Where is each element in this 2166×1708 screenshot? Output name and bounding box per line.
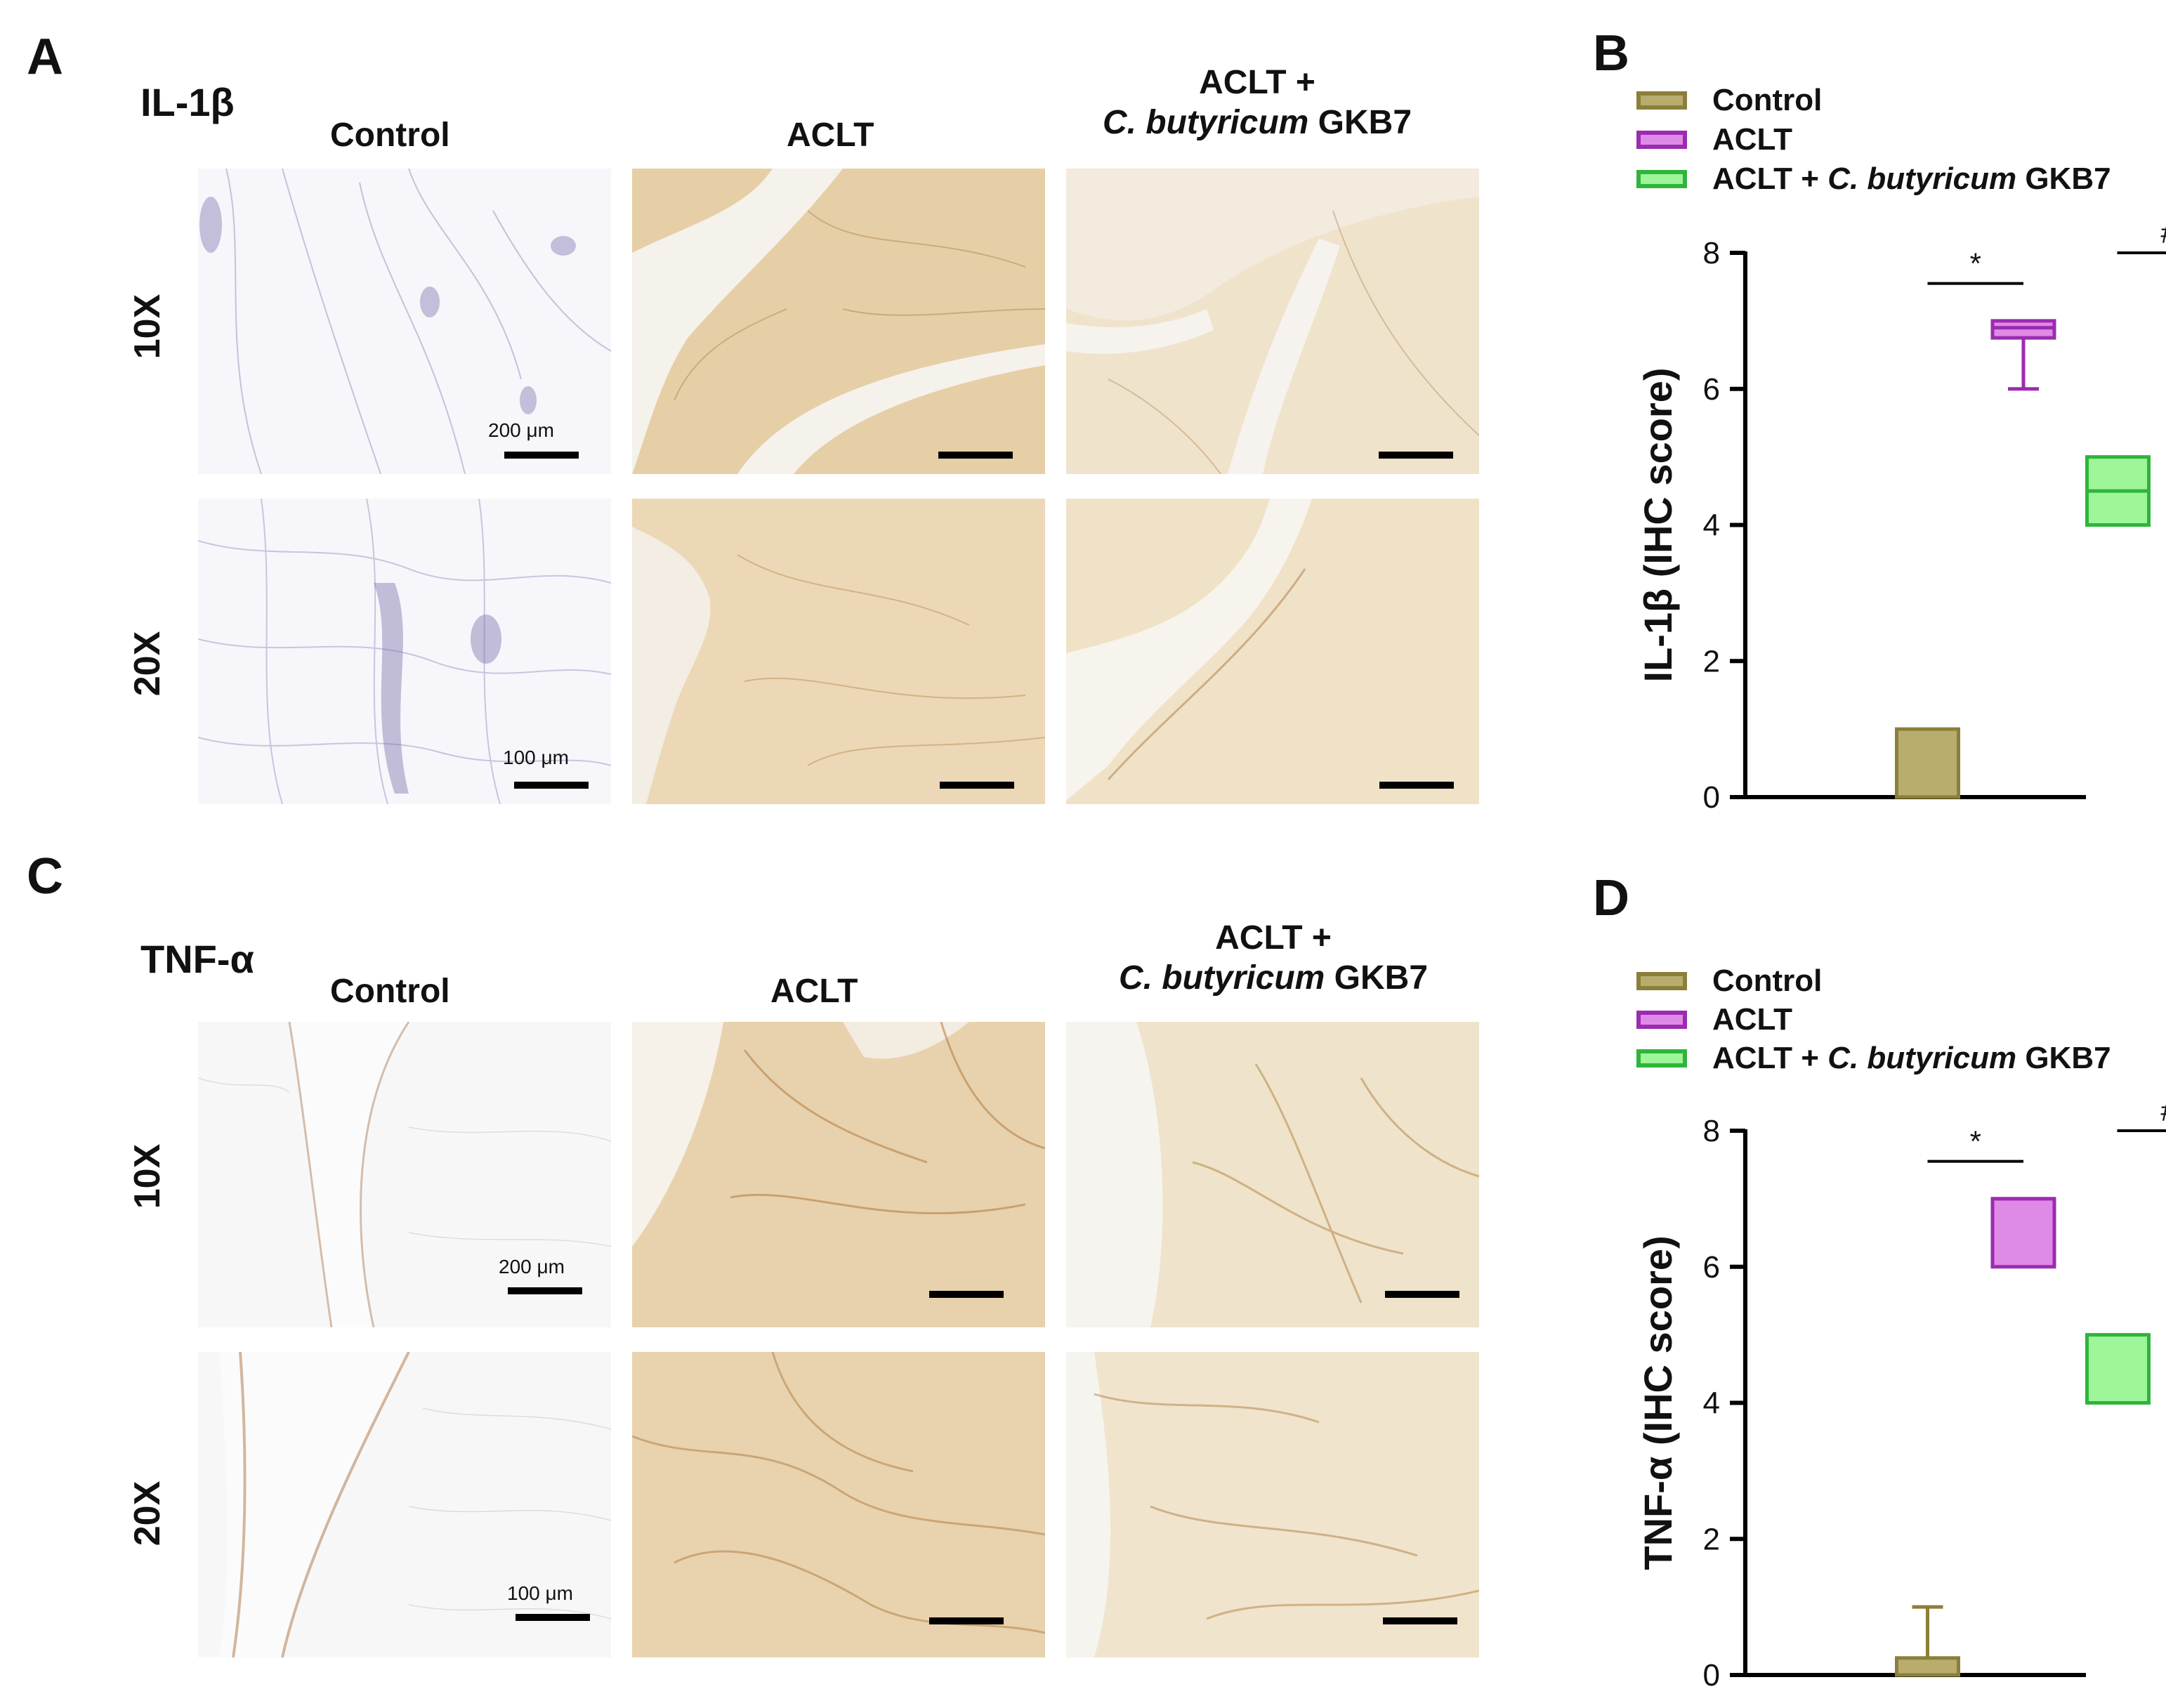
column-header-control: Control (330, 117, 450, 154)
scale-bar (940, 782, 1014, 789)
y-tick-label-8: 8 (1703, 1114, 1720, 1148)
box-tnfa-control (1895, 1656, 1960, 1677)
micrograph-il1b-control-10x (198, 169, 611, 474)
y-tick-label-8: 8 (1703, 236, 1720, 270)
row-label-20x: 20X (127, 631, 168, 697)
scale-label-100um-c: 100 μm (507, 1582, 573, 1604)
micrograph-il1b-aclt-20x (632, 499, 1045, 804)
row-label-10x: 10X (127, 294, 168, 360)
micrograph-il1b-gkb7-20x (1066, 499, 1479, 804)
scale-label-100um-a: 100 μm (503, 747, 569, 768)
panel-letter-a: A (27, 29, 63, 85)
micrograph-il1b-control-20x (198, 499, 611, 804)
column-header-line2: C. butyricum GKB7 (1091, 959, 1456, 999)
micrograph-tnfa-aclt-10x (632, 1022, 1045, 1327)
panel-letter-d: D (1593, 870, 1629, 926)
significance-mark-1: # (2160, 216, 2166, 249)
scale-bar (929, 1617, 1004, 1624)
row-label-10x: 10X (127, 1143, 168, 1209)
box-tnfa-aclt (1990, 1197, 2056, 1269)
y-tick-label-2: 2 (1703, 1522, 1720, 1556)
legend-label: ACLT (1712, 1002, 1793, 1037)
scale-bar (516, 1614, 590, 1621)
legend-item-control: Control (1636, 964, 1822, 999)
legend-label: ACLT (1712, 122, 1793, 157)
scale-bar (1379, 452, 1453, 459)
panel-letter-c: C (27, 848, 63, 905)
legend-item-control: Control (1636, 83, 1822, 118)
column-header-line2: C. butyricum GKB7 (1075, 103, 1440, 143)
micrograph-il1b-gkb7-10x (1066, 169, 1479, 474)
legend-label: Control (1712, 964, 1823, 998)
legend-label: Control (1712, 83, 1823, 117)
scale-bar (1379, 782, 1454, 789)
box-plot-tnfa: 0 2 4 6 8 TNF-α (IHC score) * # (1636, 1094, 2166, 1693)
legend-item-aclt: ACLT (1636, 122, 1792, 157)
box-plot-il1b: 0 2 4 6 8 IL-1β (IHC score) * # (1636, 216, 2166, 815)
micrograph-il1b-aclt-10x (632, 169, 1045, 474)
legend-label-italic: C. butyricum (1827, 162, 2017, 196)
y-tick-label-6: 6 (1703, 372, 1720, 407)
row-label-20x: 20X (127, 1480, 168, 1546)
strain-suffix: GKB7 (1325, 959, 1429, 997)
scale-bar (1383, 1617, 1457, 1624)
scale-bar (1385, 1291, 1459, 1298)
legend-item-aclt-gkb7: ACLT + C. butyricum GKB7 (1636, 162, 2111, 197)
box-il1b-control (1895, 727, 1960, 799)
y-tick-label-0: 0 (1703, 780, 1720, 815)
species-name: C. butyricum (1118, 959, 1325, 997)
scale-bar (504, 452, 579, 459)
y-tick-label-0: 0 (1703, 1658, 1720, 1693)
panel-letter-b: B (1593, 25, 1629, 81)
significance-mark-1: # (2160, 1094, 2166, 1127)
y-axis-label: TNF-α (IHC score) (1636, 1235, 1680, 1570)
scale-bar (508, 1287, 582, 1294)
legend-item-aclt: ACLT (1636, 1002, 1792, 1037)
legend-label-italic: C. butyricum (1827, 1041, 2017, 1075)
micrograph-tnfa-gkb7-10x (1066, 1022, 1479, 1327)
marker-label-il1b: IL-1β (140, 80, 235, 124)
legend-label-prefix: ACLT + (1712, 1041, 1828, 1075)
scale-bar (938, 452, 1013, 459)
micrograph-tnfa-aclt-20x (632, 1352, 1045, 1657)
legend-swatch-aclt (1636, 1011, 1687, 1029)
scale-label-200um-c: 200 μm (499, 1256, 565, 1277)
column-header-aclt-gkb7: ACLT + C. butyricum GKB7 (1091, 919, 1456, 998)
y-tick-label-2: 2 (1703, 644, 1720, 678)
scale-bar (929, 1291, 1004, 1298)
y-tick-label-4: 4 (1703, 508, 1720, 543)
legend-swatch-aclt (1636, 131, 1687, 149)
strain-suffix: GKB7 (1308, 103, 1412, 141)
legend-swatch-aclt-gkb7 (1636, 1049, 1687, 1068)
legend-label-prefix: ACLT + (1712, 162, 1828, 196)
legend-item-aclt-gkb7: ACLT + C. butyricum GKB7 (1636, 1041, 2111, 1076)
column-header-line1: ACLT + (1199, 64, 1315, 101)
legend-label-suffix: GKB7 (2016, 1041, 2111, 1075)
column-header-aclt: ACLT (787, 117, 874, 154)
scale-bar (514, 782, 589, 789)
micrograph-tnfa-control-20x (198, 1352, 611, 1657)
significance-mark-0: * (1970, 1125, 1981, 1158)
micrograph-tnfa-control-10x (198, 1022, 611, 1327)
box-tnfa-gkb7 (2085, 1333, 2151, 1405)
y-tick-label-4: 4 (1703, 1386, 1720, 1421)
y-axis-label: IL-1β (IHC score) (1636, 367, 1680, 682)
legend-swatch-aclt-gkb7 (1636, 170, 1687, 188)
legend-label-suffix: GKB7 (2016, 162, 2111, 196)
significance-mark-0: * (1970, 247, 1981, 280)
column-header-aclt: ACLT (770, 973, 858, 1010)
column-header-line1: ACLT + (1215, 919, 1332, 957)
species-name: C. butyricum (1102, 103, 1309, 141)
y-tick-label-6: 6 (1703, 1250, 1720, 1285)
legend-swatch-control (1636, 91, 1687, 110)
legend-swatch-control (1636, 972, 1687, 990)
scale-label-200um-a: 200 μm (488, 419, 554, 441)
marker-label-tnfa: TNF-α (140, 937, 254, 981)
column-header-control: Control (330, 973, 450, 1010)
column-header-aclt-gkb7: ACLT + C. butyricum GKB7 (1075, 63, 1440, 143)
micrograph-tnfa-gkb7-20x (1066, 1352, 1479, 1657)
